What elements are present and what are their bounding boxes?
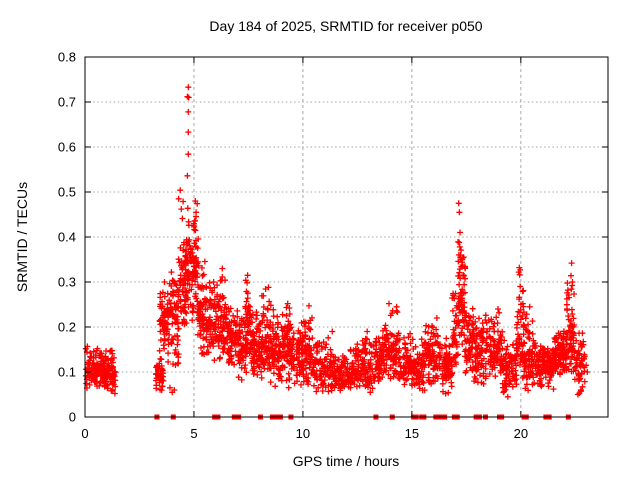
y-tick-label: 0.8 — [58, 50, 76, 65]
x-tick-label: 0 — [81, 426, 88, 441]
x-tick-label: 20 — [514, 426, 528, 441]
x-tick-label: 5 — [190, 426, 197, 441]
y-tick-label: 0.6 — [58, 140, 76, 155]
y-tick-label: 0.1 — [58, 365, 76, 380]
tick-labels: 0 5 10 15 20 0 0.1 0.2 0.3 0.4 0.5 0.6 0.7 0.8 — [58, 50, 528, 442]
y-tick-label: 0 — [69, 410, 76, 425]
chart-title: Day 184 of 2025, SRMTID for receiver p05… — [209, 18, 482, 34]
y-tick-label: 0.5 — [58, 185, 76, 200]
x-axis-title: GPS time / hours — [293, 453, 400, 469]
x-tick-label: 15 — [405, 426, 419, 441]
y-axis-title: SRMTID / TECUs — [14, 182, 30, 292]
scatter-points — [82, 84, 591, 400]
x-tick-label: 10 — [296, 426, 310, 441]
y-tick-label: 0.3 — [58, 275, 76, 290]
y-tick-label: 0.4 — [58, 230, 76, 245]
y-tick-label: 0.7 — [58, 95, 76, 110]
plot-border-and-ticks — [84, 56, 609, 418]
y-tick-label: 0.2 — [58, 320, 76, 335]
